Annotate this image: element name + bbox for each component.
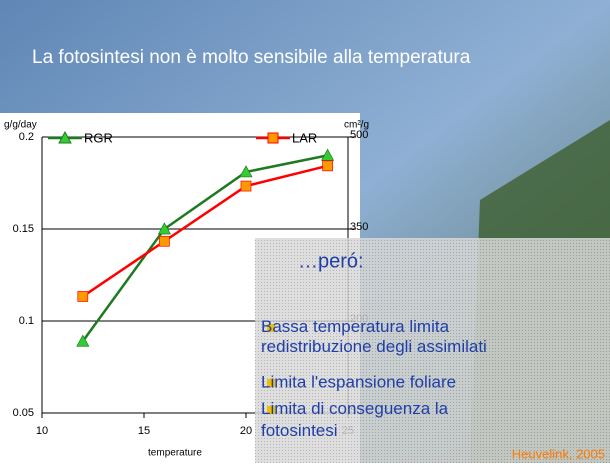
bullet-marker xyxy=(267,379,275,387)
legend-marker xyxy=(58,130,72,144)
y2-tick-label: 500 xyxy=(350,129,368,141)
marker xyxy=(321,148,335,161)
y-tick-label: 0.15 xyxy=(13,223,34,235)
y-tick-label: 0.2 xyxy=(19,131,34,143)
legend-label: RGR xyxy=(84,130,113,145)
bullet-text: Limita di conseguenza la fotosintesi xyxy=(261,399,449,440)
series-line xyxy=(82,164,328,298)
legend-label: LAR xyxy=(292,130,317,145)
y-axis-label: g/g/day xyxy=(4,120,37,131)
x-tick-label: 20 xyxy=(240,425,252,437)
x-axis-label: temperature xyxy=(148,448,202,459)
slide-title: La fotosintesi non è molto sensibile all… xyxy=(32,47,471,68)
legend-marker xyxy=(267,132,279,144)
bullet-list: Bassa temperatura limita redistribuzione … xyxy=(261,317,487,440)
marker xyxy=(77,291,89,302)
x-tick-label: 15 xyxy=(138,425,150,437)
y-tick-label: 0.05 xyxy=(13,407,34,419)
subheading: …peró: xyxy=(298,250,364,272)
credit: Heuvelink, 2005 xyxy=(512,446,605,461)
y-tick-label: 0.1 xyxy=(19,315,34,327)
marker xyxy=(157,222,171,235)
bullet-text: Limita l'espansione foliare xyxy=(261,372,456,391)
series-line xyxy=(81,154,328,342)
x-tick-label: 10 xyxy=(36,425,48,437)
marker xyxy=(159,235,170,247)
bullet-text: Bassa temperatura limita redistribuzione … xyxy=(261,317,487,356)
y2-axis-label: cm²/g xyxy=(344,120,369,131)
y2-tick-label: 350 xyxy=(350,221,368,233)
marker xyxy=(240,180,252,192)
marker xyxy=(76,334,90,347)
marker xyxy=(239,165,253,178)
text-overlay xyxy=(255,238,610,463)
bullet-marker xyxy=(267,406,275,414)
bullet-marker xyxy=(267,324,275,332)
marker xyxy=(322,160,333,172)
